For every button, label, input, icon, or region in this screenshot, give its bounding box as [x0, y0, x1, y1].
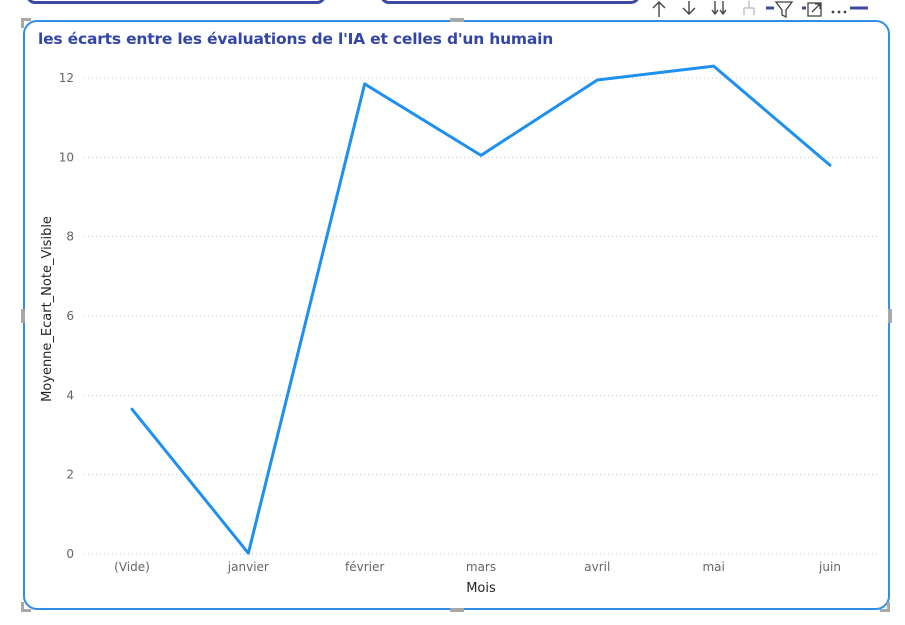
y-axis-title: Moyenne_Ecart_Note_Visible — [40, 216, 55, 402]
resize-handle-bottom-right[interactable] — [887, 602, 890, 612]
data-point[interactable] — [359, 78, 371, 90]
data-point[interactable] — [824, 159, 836, 171]
data-point[interactable] — [591, 74, 603, 86]
y-tick-label: 4 — [66, 388, 74, 402]
x-tick-label: janvier — [227, 560, 269, 574]
resize-handle-top-left[interactable] — [21, 18, 31, 21]
y-tick-label: 8 — [66, 230, 74, 244]
x-tick-label: février — [345, 560, 384, 574]
y-tick-label: 0 — [66, 547, 74, 561]
resize-handle-left[interactable] — [21, 309, 25, 323]
resize-handle-top[interactable] — [450, 18, 464, 22]
data-point[interactable] — [126, 403, 138, 415]
data-point[interactable] — [475, 149, 487, 161]
series-layer[interactable] — [126, 60, 836, 559]
resize-handle-bottom-left[interactable] — [21, 609, 31, 612]
arrow-up-icon[interactable] — [644, 0, 674, 18]
double-arrow-down-icon[interactable] — [704, 0, 734, 18]
series-line[interactable] — [130, 64, 832, 555]
resize-handle-bottom-left[interactable] — [21, 602, 24, 612]
more-options-icon[interactable] — [828, 0, 868, 18]
y-axis-ticks: 0 2 4 6 8 10 12 — [59, 71, 74, 561]
y-tick-label: 10 — [59, 150, 74, 164]
y-tick-label: 12 — [59, 71, 74, 85]
line-chart-visual[interactable] — [23, 20, 890, 610]
resize-handle-top-left[interactable] — [21, 18, 24, 28]
x-tick-label: juin — [818, 560, 841, 574]
visual-header-toolbar — [644, 0, 905, 18]
data-point[interactable] — [242, 547, 254, 559]
x-tick-label: (Vide) — [114, 560, 150, 574]
y-tick-label: 2 — [66, 468, 74, 482]
chart-title: les écarts entre les évaluations de l'IA… — [38, 30, 554, 48]
resize-handle-bottom-right[interactable] — [880, 609, 890, 612]
x-tick-label: mai — [702, 560, 724, 574]
gridlines — [84, 77, 878, 555]
resize-handle-bottom[interactable] — [450, 608, 464, 612]
resize-handle-right[interactable] — [888, 309, 892, 323]
focus-mode-icon[interactable] — [798, 0, 828, 18]
arrow-down-icon[interactable] — [674, 0, 704, 18]
x-tick-label: mars — [466, 560, 496, 574]
data-point[interactable] — [708, 60, 720, 72]
x-axis-ticks: (Vide) janvier février mars avril mai juin — [114, 560, 841, 574]
expand-hierarchy-icon[interactable] — [734, 0, 764, 18]
filter-icon[interactable] — [764, 0, 798, 18]
x-axis-title: Mois — [466, 581, 496, 596]
x-tick-label: avril — [584, 560, 610, 574]
y-tick-label: 6 — [66, 309, 74, 323]
